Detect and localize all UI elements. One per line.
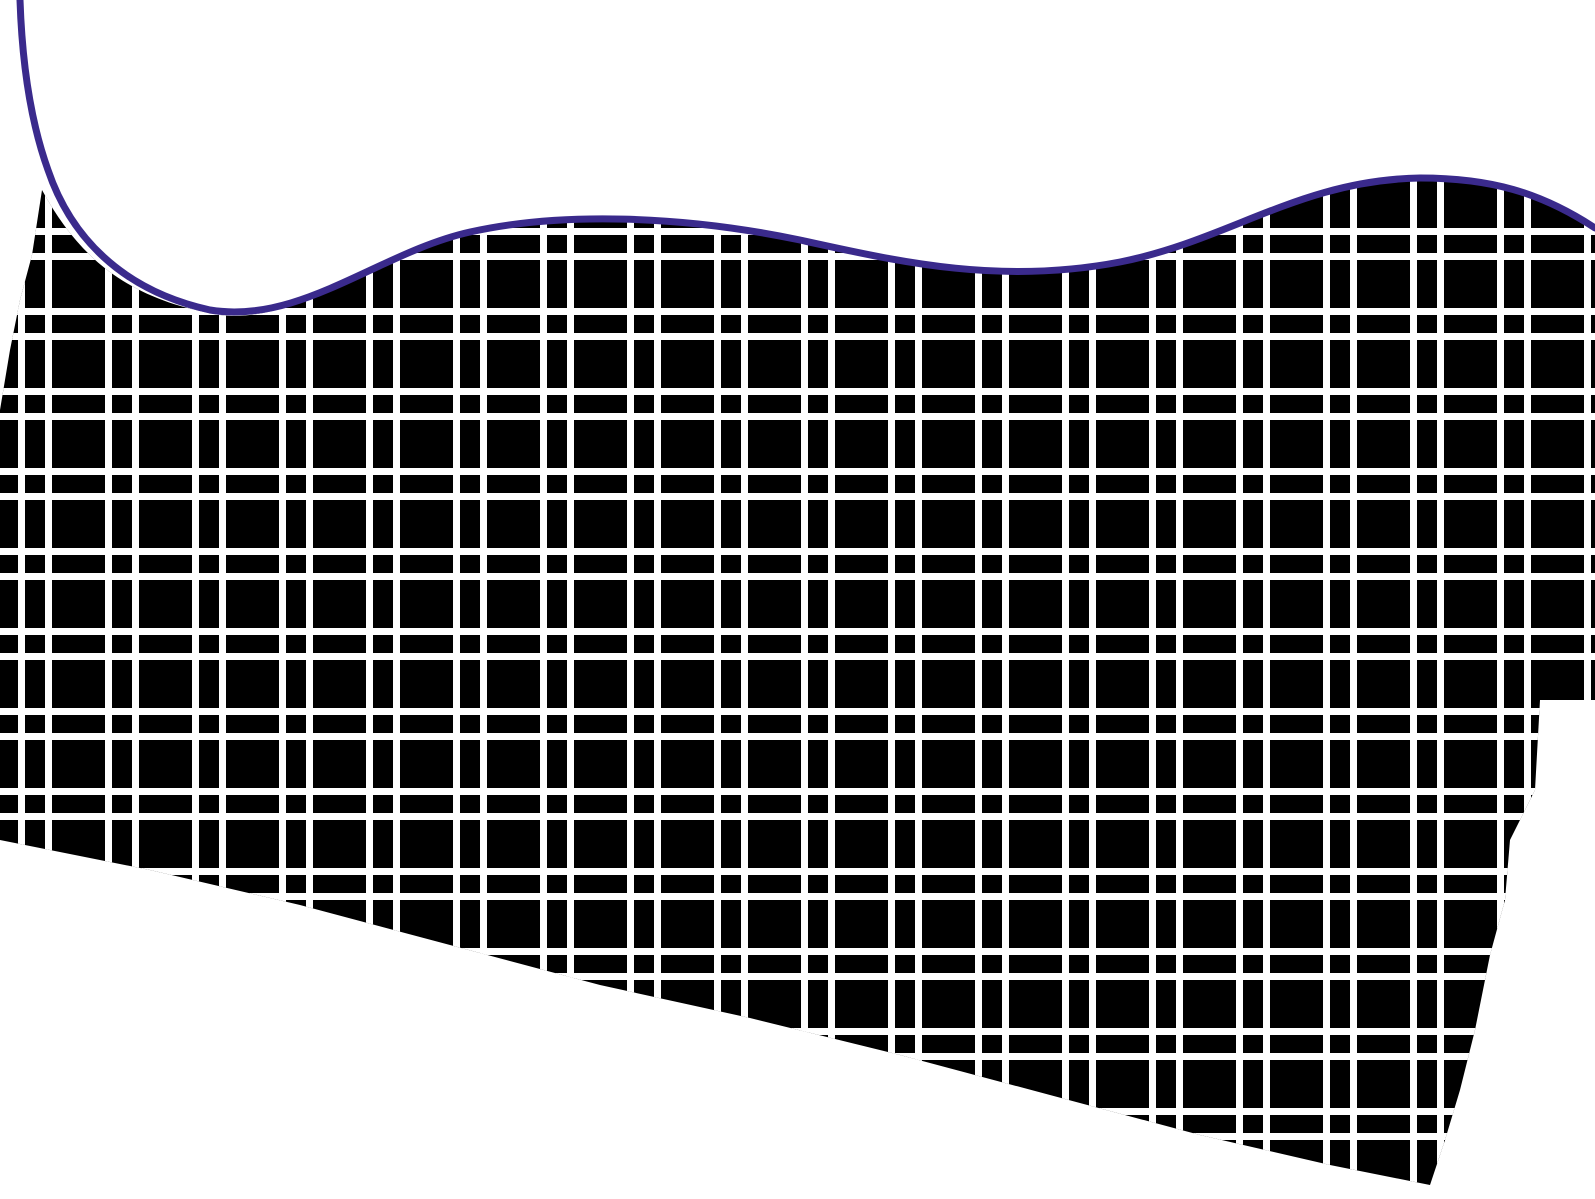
- mesh-vertical-line: [219, 178, 226, 1185]
- mesh-horizontal-line: [0, 333, 1595, 340]
- mesh-vertical-line: [366, 178, 373, 1185]
- mesh-vertical-line: [654, 178, 661, 1185]
- mesh-horizontal-line: [0, 948, 1595, 955]
- mesh-horizontal-line: [0, 1053, 1595, 1060]
- mesh-vertical-line: [453, 178, 460, 1185]
- mesh-vertical-line: [393, 178, 400, 1185]
- mesh-horizontal-line: [0, 1133, 1595, 1140]
- mesh-vertical-line: [1437, 178, 1444, 1185]
- mesh-vertical-line: [45, 178, 52, 1185]
- mesh-horizontal-line: [0, 653, 1595, 660]
- mesh-vertical-line: [1584, 178, 1591, 1185]
- mesh-vertical-line: [714, 178, 721, 1185]
- mesh-horizontal-line: [0, 788, 1595, 795]
- mesh-vertical-line: [1497, 178, 1504, 1185]
- mesh-vertical-line: [627, 178, 634, 1185]
- mesh-vertical-line: [1524, 178, 1531, 1185]
- mesh-horizontal-line: [0, 493, 1595, 500]
- mesh-vertical-line: [540, 178, 547, 1185]
- mesh-vertical-line: [480, 178, 487, 1185]
- mesh-horizontal-line: [0, 548, 1595, 555]
- mesh-horizontal-line: [0, 388, 1595, 395]
- mesh-vertical-line: [1062, 178, 1069, 1185]
- mesh-horizontal-line: [0, 573, 1595, 580]
- mesh-vertical-line: [975, 178, 982, 1185]
- mesh-vertical-line: [1410, 178, 1417, 1185]
- mesh-vertical-line: [306, 178, 313, 1185]
- mesh-vertical-line: [18, 178, 25, 1185]
- mesh-vertical-line: [567, 178, 574, 1185]
- mesh-vertical-line: [915, 178, 922, 1185]
- mesh-vertical-line: [1002, 178, 1009, 1185]
- mesh-horizontal-line: [0, 1188, 1595, 1195]
- mesh-horizontal-line: [0, 973, 1595, 980]
- mesh-horizontal-line: [0, 413, 1595, 420]
- mesh-horizontal-line: [0, 468, 1595, 475]
- mesh-horizontal-line: [0, 733, 1595, 740]
- mesh-vertical-line: [279, 178, 286, 1185]
- mesh-vertical-line: [828, 178, 835, 1185]
- mesh-horizontal-line: [0, 708, 1595, 715]
- mesh-vertical-line: [1323, 178, 1330, 1185]
- mesh-horizontal-line: [0, 228, 1595, 235]
- mesh-vertical-line: [1176, 178, 1183, 1185]
- mesh-horizontal-line: [0, 1108, 1595, 1115]
- mesh-vertical-line: [1350, 178, 1357, 1185]
- mesh-horizontal-line: [0, 308, 1595, 315]
- mesh-vertical-lines: [18, 178, 1591, 1185]
- mesh-horizontal-line: [0, 813, 1595, 820]
- mesh-vertical-line: [888, 178, 895, 1185]
- mesh-vertical-line: [105, 178, 112, 1185]
- mesh-vertical-line: [741, 178, 748, 1185]
- mesh-vertical-line: [192, 178, 199, 1185]
- mesh-vertical-line: [1236, 178, 1243, 1185]
- mesh-horizontal-line: [0, 1028, 1595, 1035]
- mesh-vertical-line: [132, 178, 139, 1185]
- mesh-horizontal-line: [0, 628, 1595, 635]
- mesh-horizontal-line: [0, 253, 1595, 260]
- mesh-vertical-line: [1263, 178, 1270, 1185]
- wave-stroke: [16, 0, 1595, 316]
- mesh-vertical-line: [1149, 178, 1156, 1185]
- mesh-vertical-line: [801, 178, 808, 1185]
- mesh-horizontal-line: [0, 893, 1595, 900]
- mesh-horizontal-line: [0, 868, 1595, 875]
- mesh-vertical-line: [1089, 178, 1096, 1185]
